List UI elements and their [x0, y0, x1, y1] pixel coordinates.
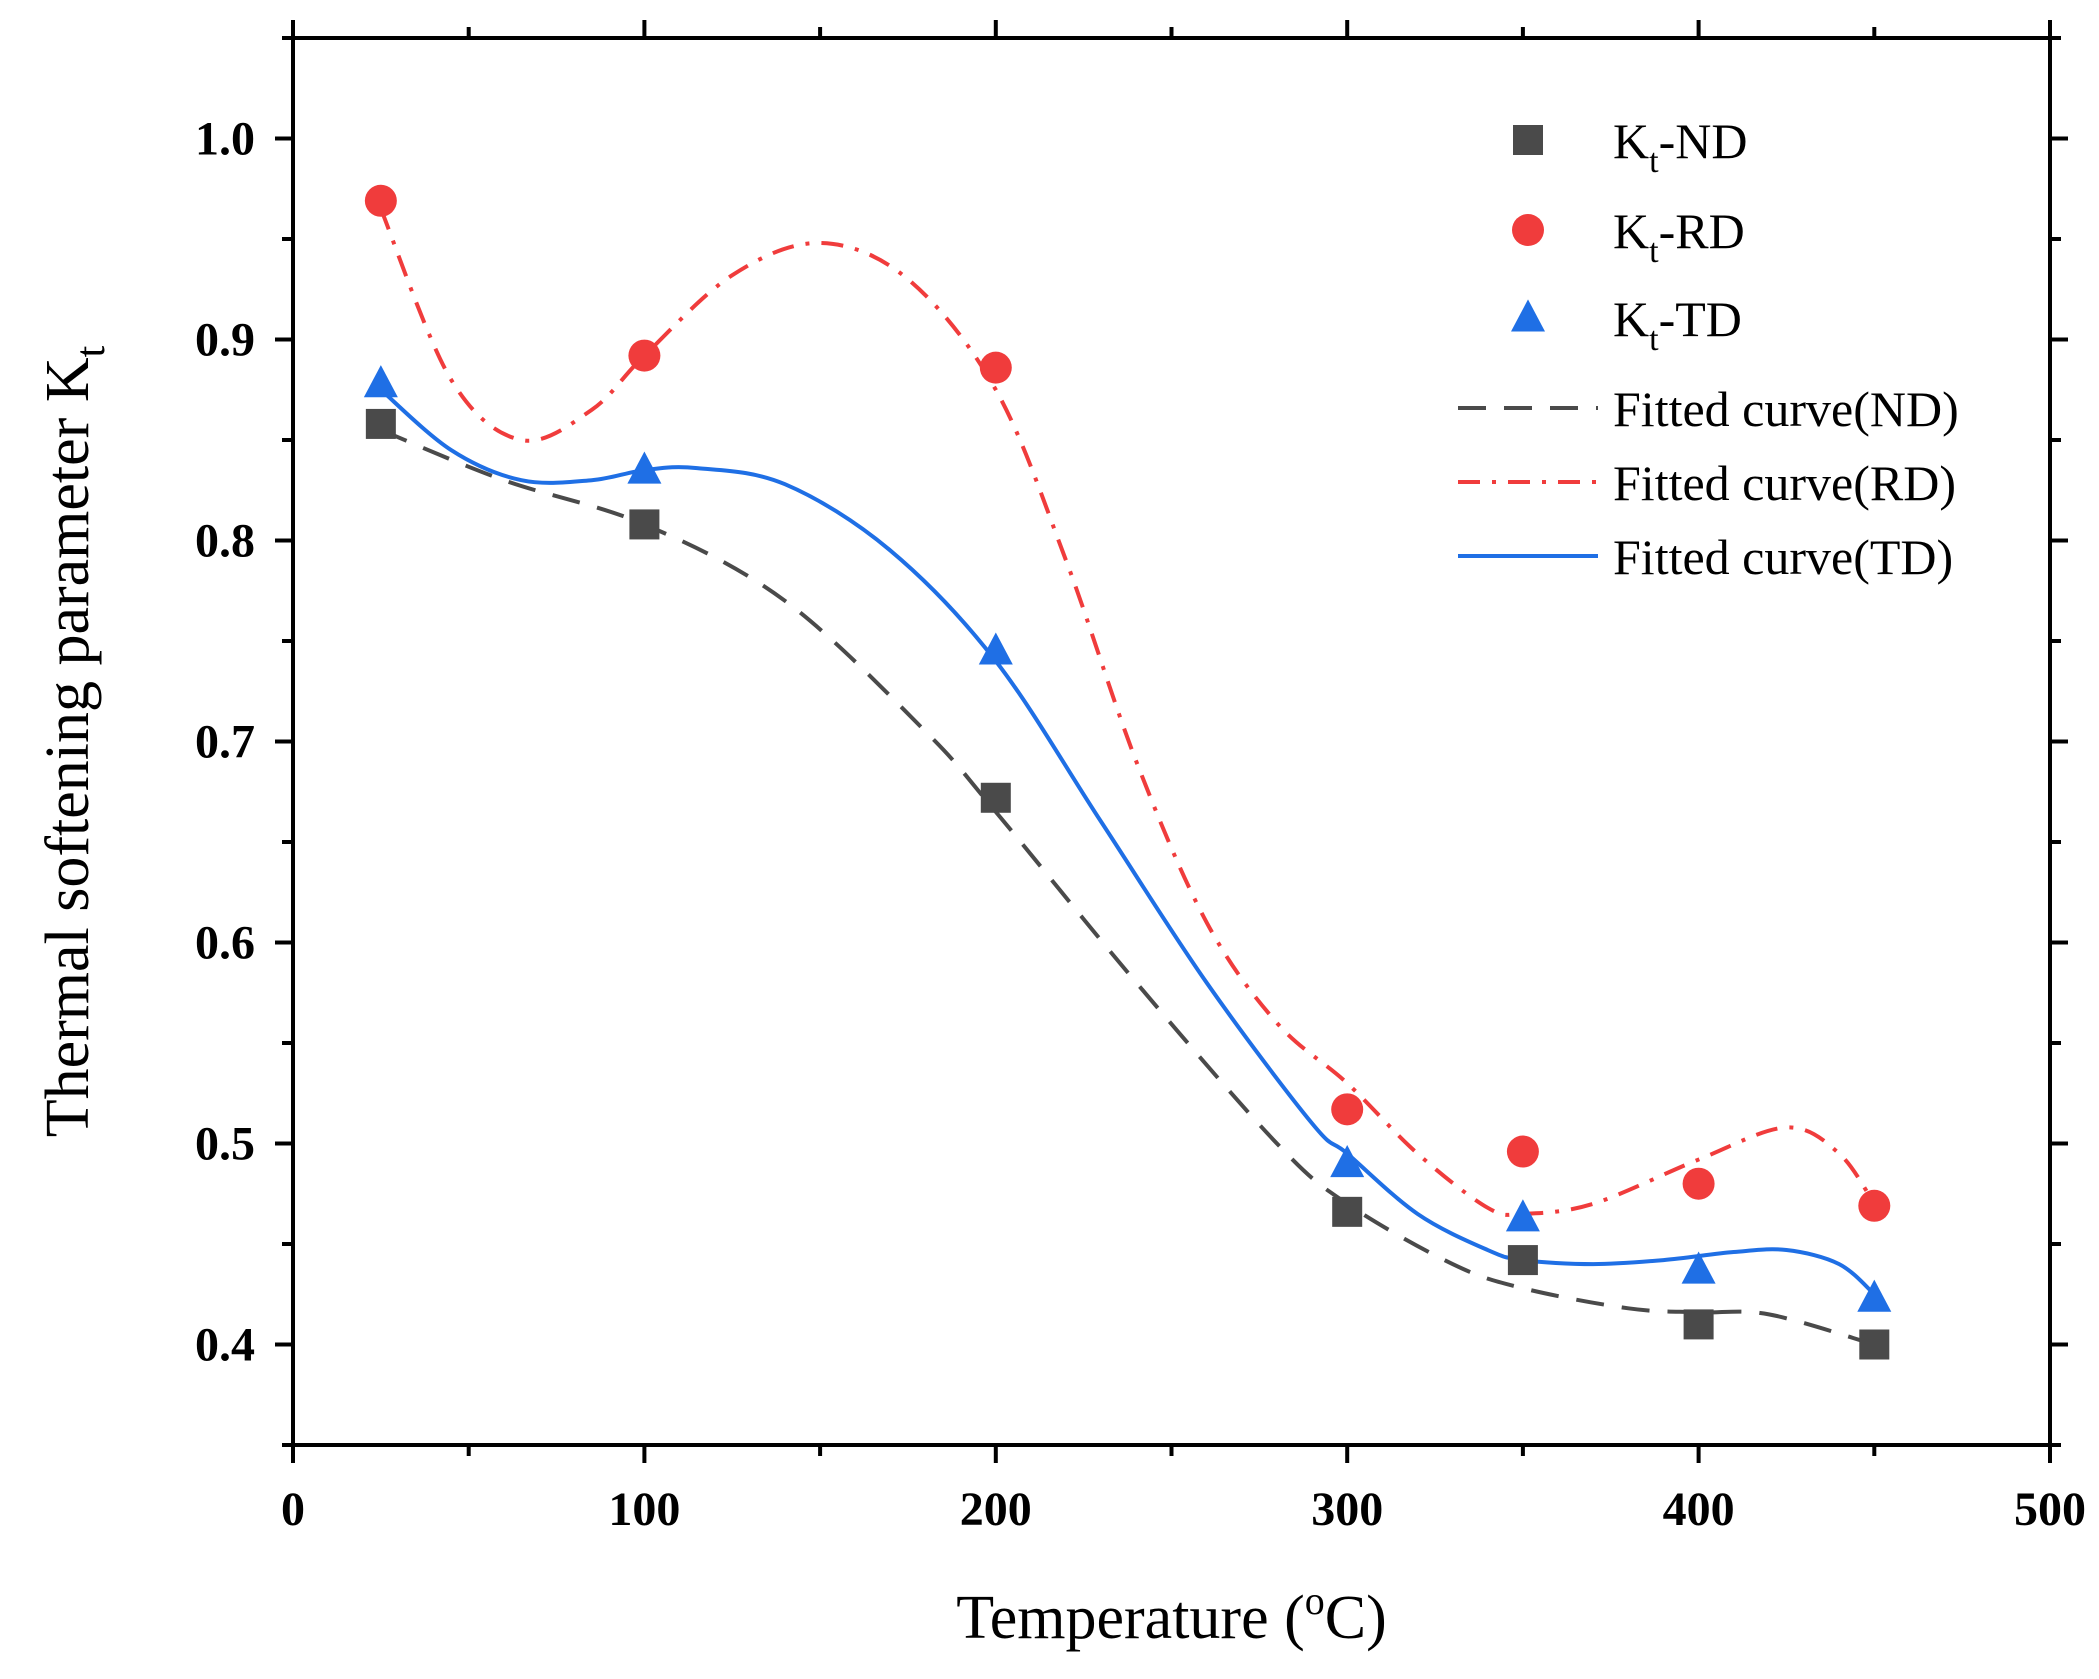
y-tick-label: 0.9 [195, 314, 255, 367]
rd-point [628, 339, 661, 372]
plot-frame [291, 36, 2052, 1447]
nd-point [1683, 1309, 1714, 1340]
nd-point [1332, 1196, 1363, 1227]
td-point [1330, 1145, 1365, 1178]
x-tick-label: 100 [608, 1483, 680, 1536]
x-tick-label: 200 [960, 1483, 1032, 1536]
y-tick-label: 0.8 [195, 515, 255, 568]
rd-point [364, 184, 397, 217]
axis-titles: Temperature (oC) Thermal softening parame… [34, 345, 1387, 1652]
td-point [1505, 1199, 1540, 1232]
td-point [1681, 1251, 1716, 1284]
axis-ticks [275, 20, 2068, 1463]
fitted-curves [379, 208, 1876, 1347]
td-point [627, 451, 662, 484]
legend-label-fit-nd: Fitted curve(ND) [1613, 381, 1959, 437]
x-tick-label: 400 [1663, 1483, 1735, 1536]
legend-marker-td [1511, 299, 1545, 332]
y-tick-label: 1.0 [195, 113, 255, 166]
y-tick-label: 0.6 [195, 917, 255, 970]
nd-point [980, 782, 1011, 813]
data-markers [363, 184, 1892, 1360]
plot-border [291, 36, 2052, 1447]
y-tick-label: 0.4 [195, 1319, 255, 1372]
legend-label-rd: Kt-RD [1613, 203, 1745, 270]
legend-label-td: Kt-TD [1613, 291, 1742, 358]
fit-rd-line [379, 208, 1876, 1217]
rd-point [979, 351, 1012, 384]
rd-point [1858, 1189, 1891, 1222]
nd-point [365, 408, 396, 439]
y-tick-label: 0.7 [195, 716, 255, 769]
y-tick-label: 0.5 [195, 1118, 255, 1171]
y-axis-title: Thermal softening parameter Kt [34, 345, 114, 1137]
x-axis-title: Temperature (oC) [956, 1578, 1387, 1652]
legend: Kt-ND Kt-RD Kt-TD Fitted curve(ND) Fitted cu… [1458, 113, 1959, 585]
legend-marker-rd [1512, 214, 1544, 246]
td-point [363, 365, 398, 398]
legend-label-nd: Kt-ND [1613, 113, 1747, 180]
fit-nd-line [380, 428, 1875, 1347]
x-tick-label: 0 [281, 1483, 305, 1536]
x-tick-label: 500 [2014, 1483, 2086, 1536]
nd-point [629, 509, 660, 540]
legend-marker-nd [1513, 125, 1543, 155]
rd-point [1682, 1167, 1715, 1200]
nd-point [1507, 1245, 1538, 1276]
rd-point [1506, 1135, 1539, 1168]
td-point [1857, 1279, 1892, 1312]
x-tick-label: 300 [1311, 1483, 1383, 1536]
rd-point [1331, 1093, 1364, 1126]
legend-label-fit-rd: Fitted curve(RD) [1613, 455, 1956, 511]
td-point [978, 632, 1013, 665]
legend-label-fit-td: Fitted curve(TD) [1613, 529, 1953, 585]
nd-point [1859, 1329, 1890, 1360]
axis-tick-labels: 0 100 200 300 400 500 0.4 0.5 0.6 0.7 0.8 0.9 1.0 [195, 113, 2086, 1537]
fit-td-line [379, 388, 1876, 1296]
